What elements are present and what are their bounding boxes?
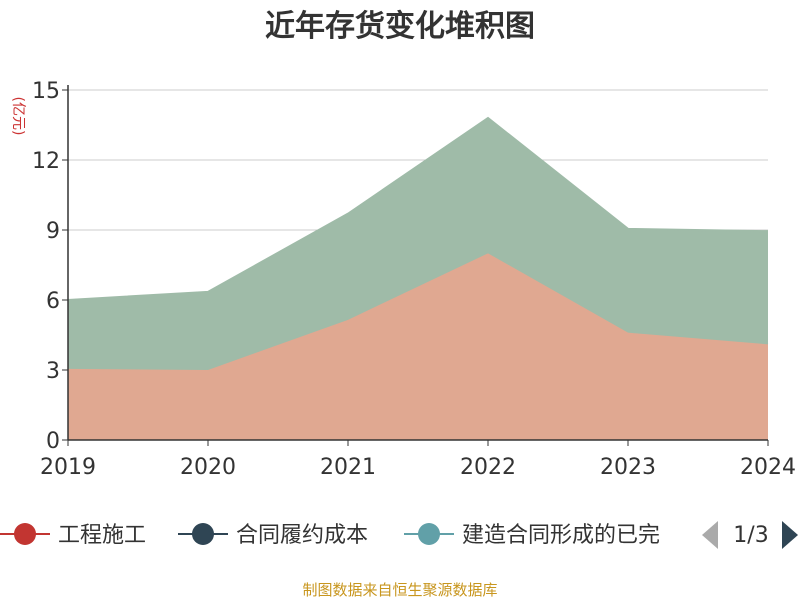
legend-prev-icon[interactable] <box>702 521 718 549</box>
y-tick-labels: 0 3 6 9 12 15 <box>32 79 60 454</box>
area-series <box>67 116 769 440</box>
y-tick-label: 0 <box>46 429 60 454</box>
legend-pager: 1/3 <box>702 521 798 549</box>
legend: 工程施工 合同履约成本 建造合同形成的已完 <box>0 523 660 548</box>
legend-label: 建造合同形成的已完 <box>462 523 660 548</box>
axes <box>67 85 768 441</box>
y-tick-label: 6 <box>46 289 60 314</box>
chart-title: 近年存货变化堆积图 <box>265 9 535 44</box>
legend-label: 工程施工 <box>58 523 146 548</box>
legend-item: 合同履约成本 <box>178 523 368 548</box>
y-tick-label: 3 <box>46 359 60 384</box>
legend-item: 建造合同形成的已完 <box>404 523 660 548</box>
y-tick-label: 12 <box>32 149 60 174</box>
legend-marker <box>192 523 214 545</box>
x-tick-label: 2022 <box>460 455 516 480</box>
y-tick-label: 9 <box>46 219 60 244</box>
x-tick-label: 2021 <box>320 455 376 480</box>
area-series-2 <box>68 118 768 370</box>
area-series-1 <box>68 253 768 440</box>
legend-marker <box>418 523 440 545</box>
x-tick-label: 2024 <box>740 455 796 480</box>
x-tick-label: 2020 <box>180 455 236 480</box>
legend-item: 工程施工 <box>0 523 146 548</box>
x-tick-label: 2023 <box>600 455 656 480</box>
y-axis-unit: (亿元) <box>10 97 26 136</box>
x-tick-labels: 2019 2020 2021 2022 2023 2024 <box>40 440 796 480</box>
legend-marker <box>14 523 36 545</box>
legend-next-icon[interactable] <box>782 521 798 549</box>
y-tick-label: 15 <box>32 79 60 104</box>
legend-label: 合同履约成本 <box>236 523 368 548</box>
series-line-2 <box>67 116 769 301</box>
legend-page-indicator: 1/3 <box>733 523 768 548</box>
x-tick-label: 2019 <box>40 455 96 480</box>
source-note: 制图数据来自恒生聚源数据库 <box>302 581 497 599</box>
